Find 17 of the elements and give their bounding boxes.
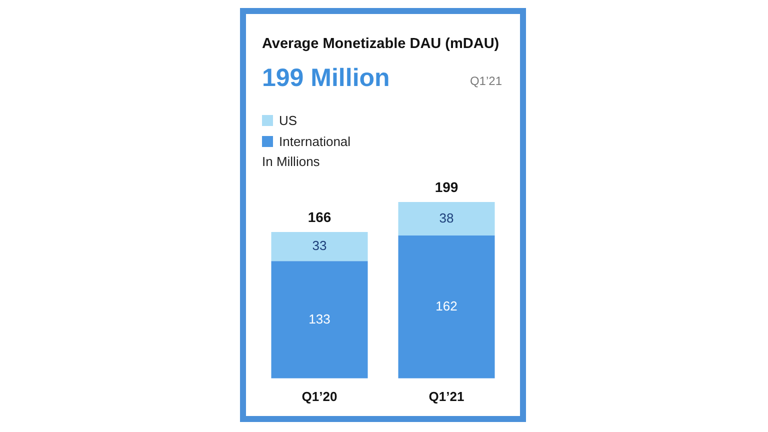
data-label: 33 [312, 238, 327, 254]
total-label: 166 [308, 208, 332, 225]
data-label: 38 [439, 210, 454, 226]
text: In Millions [262, 154, 320, 169]
data-label: 162 [436, 298, 458, 314]
legend-label: International [279, 134, 351, 149]
chart-title: Average Monetizable DAU (mDAU) [262, 36, 500, 52]
legend-label: US [279, 113, 298, 128]
data-label: 133 [308, 311, 330, 326]
bar [271, 261, 368, 378]
bar [398, 202, 495, 236]
x-tick-label: Q1’20 [302, 388, 338, 404]
text: Q1’21 [470, 74, 502, 88]
bar [271, 232, 368, 262]
bar [398, 236, 495, 378]
total-label: 199 [434, 178, 458, 195]
chart-subtitle: 199 Million [262, 64, 390, 93]
